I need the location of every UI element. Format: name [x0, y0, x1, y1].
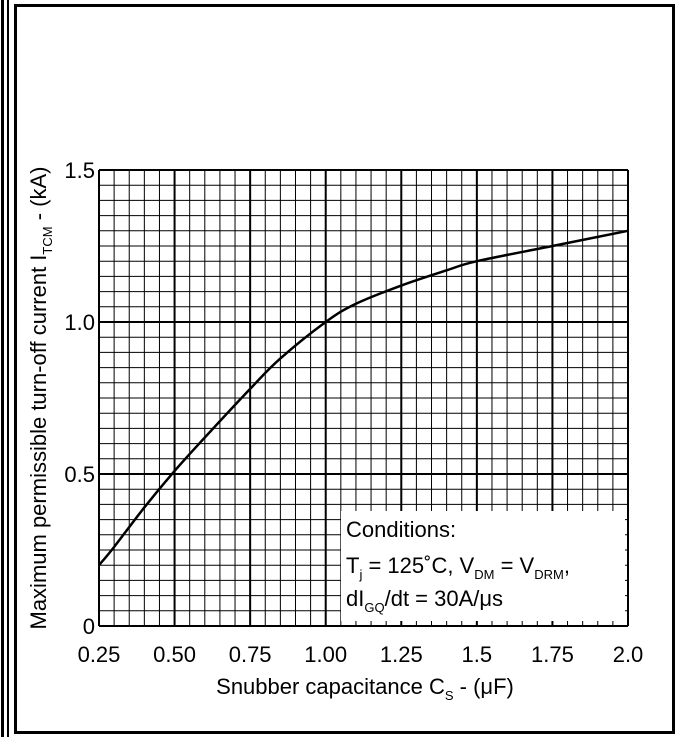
x-tick-label: 1.75 — [531, 642, 574, 667]
grid-minor — [98, 169, 629, 627]
y-tick-label: 0.5 — [64, 462, 95, 487]
conditions-annotation: Conditions: Tj = 125˚C, VDM = VDRM, dIGQ… — [341, 511, 625, 621]
chart-border — [14, 4, 675, 734]
x-tick-label: 1.5 — [462, 642, 493, 667]
conditions-line-1: Conditions: — [346, 517, 456, 542]
x-tick-labels: 0.25 0.50 0.75 1.00 1.25 1.5 1.75 2.0 — [78, 642, 644, 667]
x-tick-label: 1.25 — [380, 642, 423, 667]
x-tick-label: 0.50 — [153, 642, 196, 667]
turn-off-current-curve — [98, 229, 629, 566]
x-axis-title: Snubber capacitance CS - (μF) — [216, 674, 514, 703]
conditions-line-3: dIGQ/dt = 30A/μs — [346, 586, 503, 615]
x-tick-label: 0.25 — [78, 642, 121, 667]
conditions-line-2: Tj = 125˚C, VDM = VDRM, — [346, 553, 570, 582]
y-tick-labels: 0 0.5 1.0 1.5 — [64, 158, 95, 639]
x-tick-label: 2.0 — [613, 642, 644, 667]
conditions-box — [341, 511, 625, 621]
x-tick-label: 1.00 — [304, 642, 347, 667]
y-tick-label: 0 — [83, 614, 95, 639]
y-tick-label: 1.5 — [64, 158, 95, 183]
y-axis-title: Maximum permissible turn-off current ITC… — [26, 167, 55, 630]
x-tick-label: 0.75 — [229, 642, 272, 667]
y-tick-label: 1.0 — [64, 310, 95, 335]
